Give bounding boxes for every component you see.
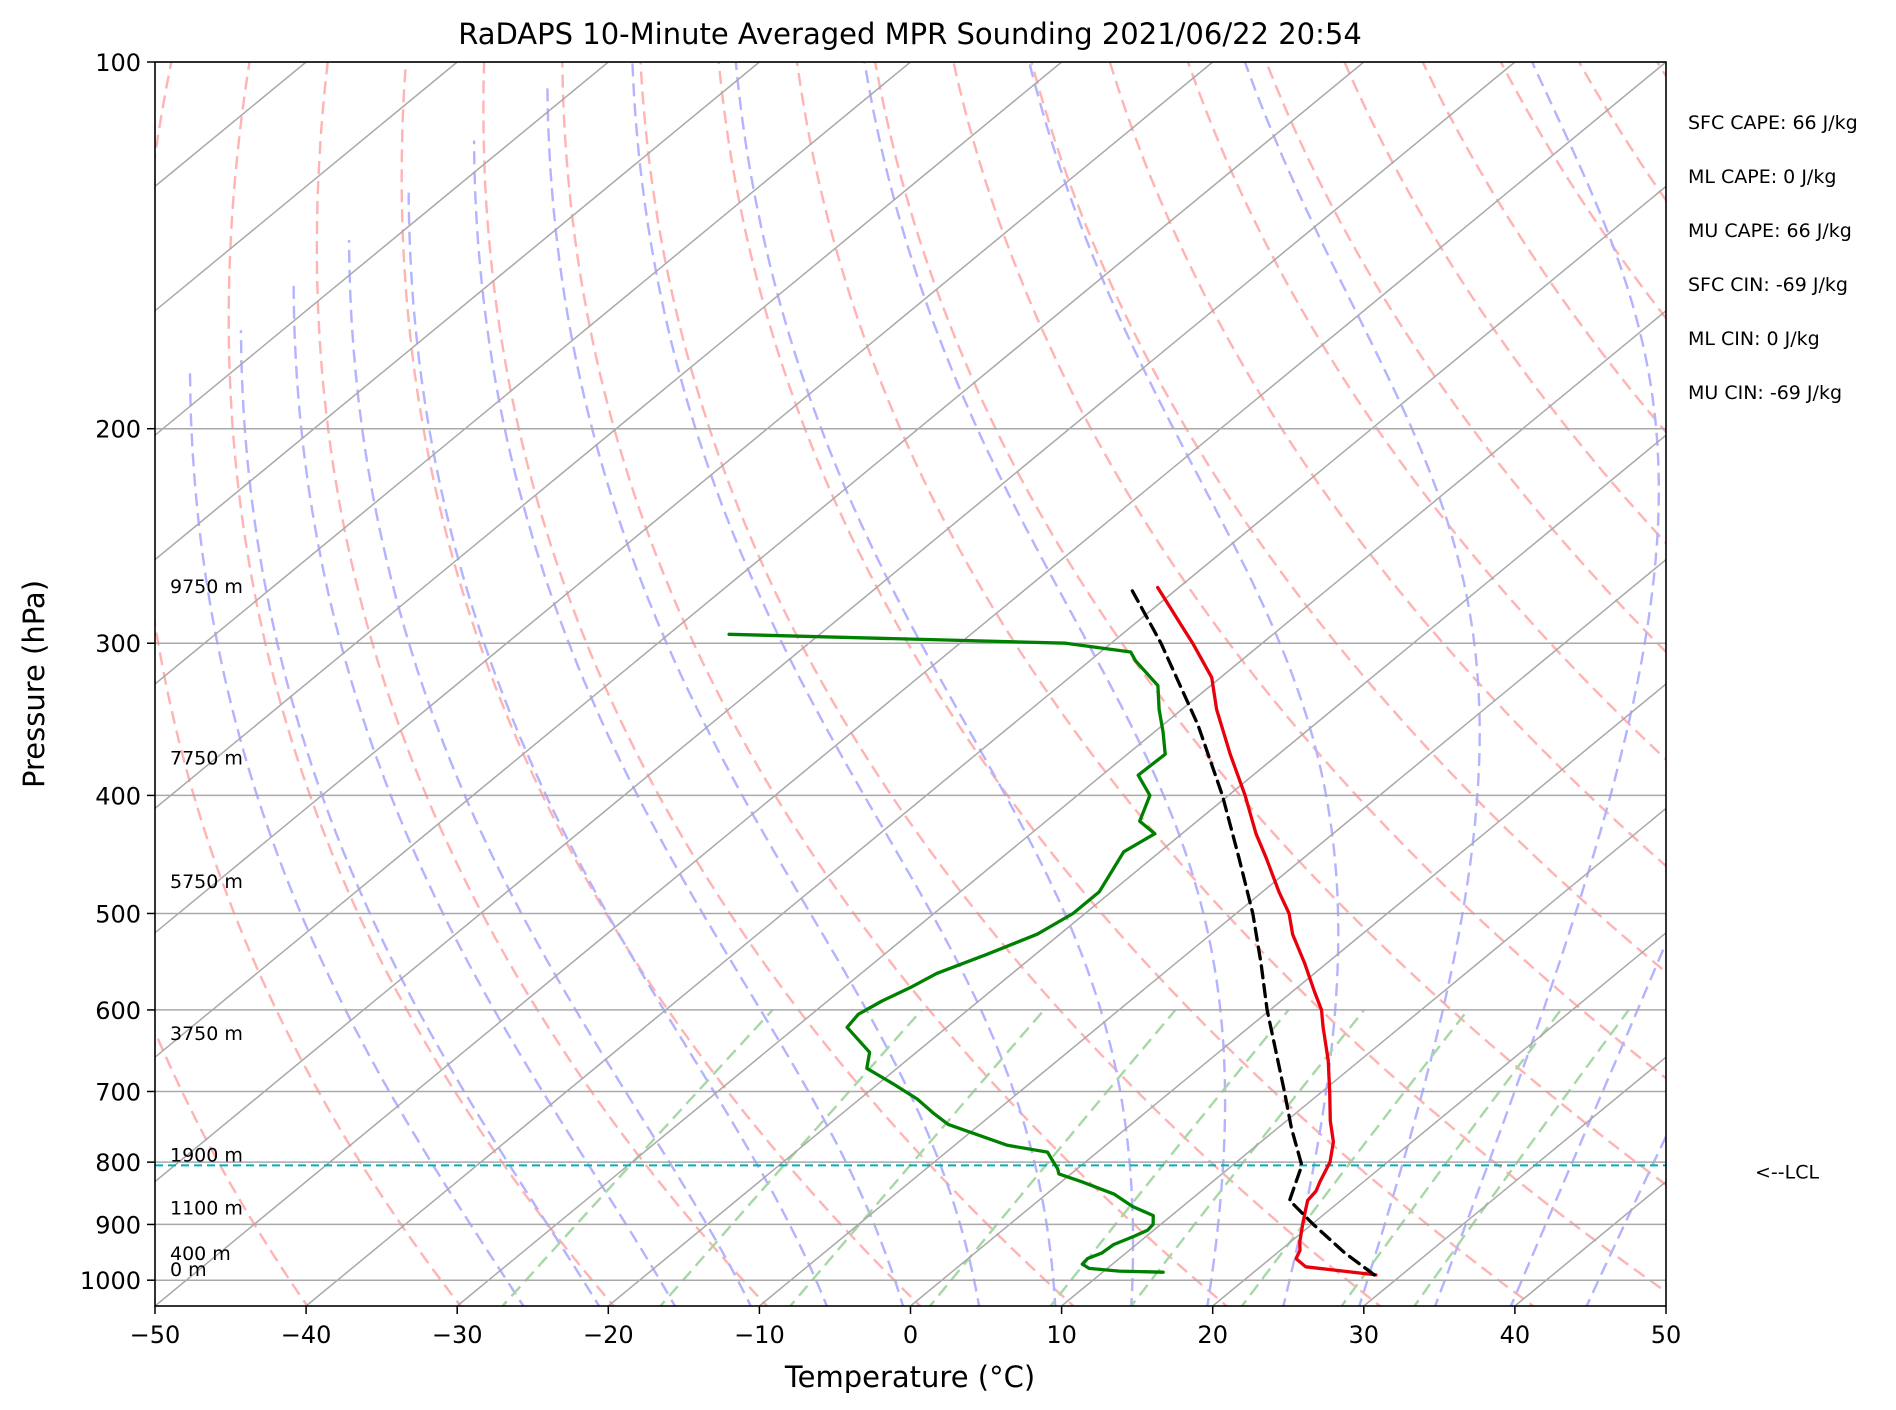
height-label: 3750 m bbox=[170, 1023, 243, 1045]
lcl-label: <--LCL bbox=[1755, 1161, 1819, 1183]
x-tick-label: −50 bbox=[130, 1321, 181, 1349]
y-tick-label: 1000 bbox=[80, 1267, 141, 1295]
height-label: 400 m bbox=[170, 1243, 231, 1265]
y-tick-label: 600 bbox=[95, 997, 141, 1025]
stability-index-label: MU CIN: -69 J/kg bbox=[1688, 382, 1842, 404]
height-label: 1900 m bbox=[170, 1144, 243, 1166]
y-axis-label: Pressure (hPa) bbox=[17, 580, 51, 788]
y-tick-label: 200 bbox=[95, 416, 141, 444]
x-tick-label: 20 bbox=[1197, 1321, 1228, 1349]
x-tick-label: −40 bbox=[281, 1321, 332, 1349]
height-label: 9750 m bbox=[170, 576, 243, 598]
height-label: 1100 m bbox=[170, 1198, 243, 1220]
y-tick-label: 900 bbox=[95, 1211, 141, 1239]
x-tick-label: 50 bbox=[1651, 1321, 1682, 1349]
chart-title: RaDAPS 10-Minute Averaged MPR Sounding 2… bbox=[458, 17, 1362, 51]
x-tick-label: −20 bbox=[583, 1321, 634, 1349]
x-tick-label: 10 bbox=[1046, 1321, 1077, 1349]
y-tick-label: 400 bbox=[95, 782, 141, 810]
y-tick-label: 100 bbox=[95, 49, 141, 77]
stability-index-label: ML CIN: 0 J/kg bbox=[1688, 328, 1820, 350]
stability-index-label: SFC CAPE: 66 J/kg bbox=[1688, 112, 1858, 134]
y-tick-label: 800 bbox=[95, 1149, 141, 1177]
stability-index-label: ML CAPE: 0 J/kg bbox=[1688, 166, 1836, 188]
y-tick-label: 500 bbox=[95, 900, 141, 928]
x-tick-label: −10 bbox=[734, 1321, 785, 1349]
x-tick-label: −30 bbox=[432, 1321, 483, 1349]
height-label: 7750 m bbox=[170, 747, 243, 769]
x-axis-label: Temperature (°C) bbox=[784, 1360, 1035, 1394]
stability-index-label: MU CAPE: 66 J/kg bbox=[1688, 220, 1852, 242]
stability-index-label: SFC CIN: -69 J/kg bbox=[1688, 274, 1848, 296]
x-tick-label: 40 bbox=[1500, 1321, 1531, 1349]
x-tick-label: 0 bbox=[903, 1321, 918, 1349]
x-tick-label: 30 bbox=[1349, 1321, 1380, 1349]
y-tick-label: 300 bbox=[95, 630, 141, 658]
height-label: 5750 m bbox=[170, 871, 243, 893]
y-tick-label: 700 bbox=[95, 1078, 141, 1106]
